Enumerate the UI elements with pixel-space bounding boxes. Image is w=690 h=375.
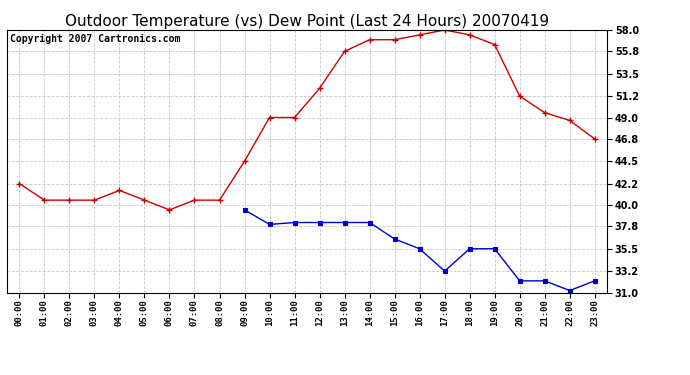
Text: Copyright 2007 Cartronics.com: Copyright 2007 Cartronics.com — [10, 34, 180, 44]
Title: Outdoor Temperature (vs) Dew Point (Last 24 Hours) 20070419: Outdoor Temperature (vs) Dew Point (Last… — [65, 14, 549, 29]
